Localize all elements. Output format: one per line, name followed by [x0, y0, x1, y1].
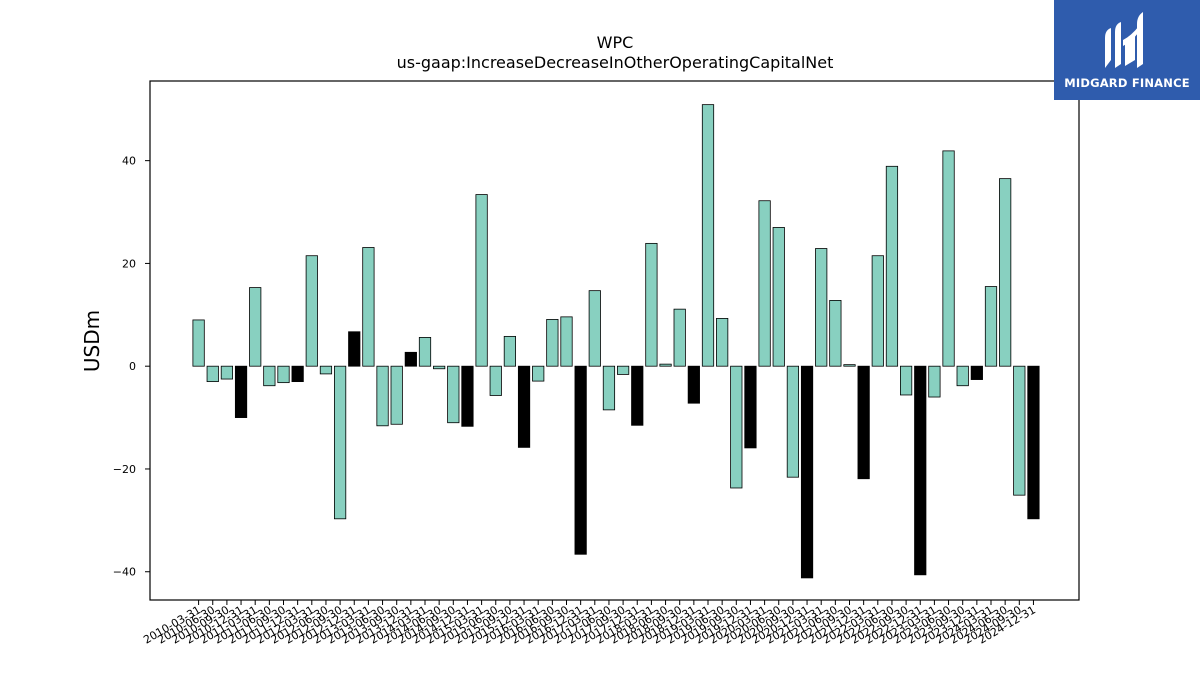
y-axis: −40 −20 0 20 40	[113, 155, 150, 579]
bar-2015-09-30	[503, 335, 517, 367]
bar-2012-09-30	[333, 365, 347, 520]
bar-2021-12-31	[857, 365, 870, 480]
bar-2018-06-30	[659, 363, 672, 367]
logo-wordmark: MIDGARD FINANCE	[1064, 76, 1190, 90]
bar-2015-06-30	[489, 365, 502, 396]
bar-2013-06-30	[376, 365, 389, 427]
bar-2023-06-30	[942, 150, 955, 367]
y-tick-label: −40	[113, 566, 136, 579]
bar-2023-09-30	[956, 365, 969, 387]
bar-2022-06-30	[885, 165, 899, 367]
bar-2016-06-30	[546, 319, 559, 367]
bar-2016-09-30	[560, 316, 573, 367]
bar-2020-12-31	[800, 365, 814, 579]
bar-2011-03-31	[249, 287, 262, 367]
bar-2018-03-31	[645, 242, 658, 367]
bar-2021-06-30	[829, 300, 842, 367]
bar-2010-12-31	[234, 365, 248, 418]
bar-2019-09-30	[730, 365, 743, 489]
bar-2019-12-31	[744, 365, 757, 449]
x-axis: 2010-03-312010-06-302010-09-302010-12-31…	[141, 600, 1038, 647]
bar-2010-09-30	[220, 365, 233, 380]
bar-2022-09-30	[900, 365, 913, 396]
bar-2010-03-31	[192, 319, 205, 367]
bar-2012-06-30	[319, 365, 333, 375]
y-axis-label: USDm	[80, 310, 104, 372]
bar-2020-09-30	[786, 365, 800, 478]
y-tick-label: 0	[129, 360, 136, 373]
bar-2016-12-31	[574, 365, 587, 555]
bar-2013-12-31	[404, 351, 417, 367]
bar-2015-03-31	[475, 194, 488, 367]
bar-2020-06-30	[772, 227, 785, 367]
bar-2021-09-30	[843, 364, 856, 367]
bar-2017-09-30	[617, 365, 630, 375]
bar-2019-03-31	[701, 104, 715, 367]
bar-2024-12-31	[1027, 365, 1040, 520]
bar-2013-09-30	[390, 365, 403, 425]
bar-2017-03-31	[588, 290, 601, 367]
bar-2023-12-31	[970, 365, 983, 380]
bar-2022-12-31	[914, 365, 927, 576]
y-tick-label: 20	[122, 257, 136, 270]
plot-frame	[149, 80, 1080, 601]
y-tick-label: 40	[122, 155, 136, 168]
bar-2021-03-31	[815, 248, 828, 367]
bar-2018-12-31	[687, 365, 700, 404]
chart-title: WPC	[597, 33, 634, 52]
bar-2014-03-31	[418, 337, 432, 367]
bar-2024-03-31	[984, 286, 998, 367]
bar-2018-09-30	[673, 308, 686, 367]
y-tick-label: −20	[113, 463, 136, 476]
bar-2011-12-31	[291, 365, 304, 383]
midgard-logo-icon	[1105, 12, 1143, 68]
bars-group	[192, 104, 1040, 579]
bar-2017-06-30	[602, 365, 616, 411]
bar-2017-12-31	[631, 365, 644, 426]
bar-2024-09-30	[1013, 365, 1026, 496]
bar-2014-09-30	[447, 365, 460, 424]
chart-subtitle: us-gaap:IncreaseDecreaseInOtherOperating…	[397, 53, 834, 72]
bar-2012-03-31	[305, 255, 318, 367]
bar-2023-03-31	[928, 365, 941, 398]
brand-logo: MIDGARD FINANCE	[1054, 0, 1200, 100]
bar-2020-03-31	[758, 200, 771, 367]
bar-2022-03-31	[871, 255, 884, 367]
bar-2011-06-30	[263, 365, 276, 387]
bar-2016-03-31	[532, 365, 545, 382]
bar-2010-06-30	[206, 365, 219, 383]
bar-2024-06-30	[999, 178, 1012, 367]
bar-2019-06-30	[716, 318, 729, 367]
bar-2012-12-31	[348, 331, 361, 367]
bar-2014-06-30	[433, 365, 446, 370]
bar-2013-03-31	[362, 247, 375, 367]
bar-2014-12-31	[461, 365, 474, 427]
bar-2011-09-30	[277, 365, 290, 384]
bar-2015-12-31	[517, 365, 531, 448]
